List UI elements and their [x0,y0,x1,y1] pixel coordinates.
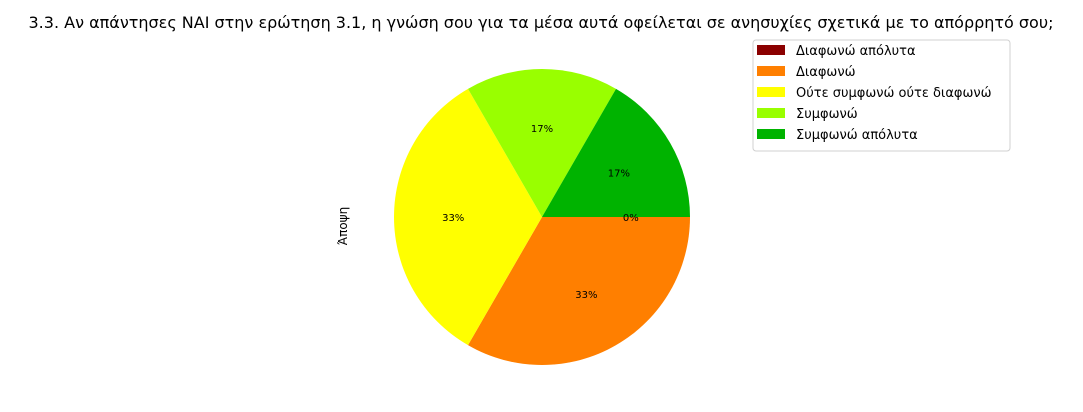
legend-label: Διαφωνώ απόλυτα [796,44,916,59]
pie-slice [542,88,690,217]
chart-title: 3.3. Αν απάντησες ΝΑΙ στην ερώτηση 3.1, … [29,13,1054,32]
legend-swatch [757,45,785,55]
percent-label: 33% [575,290,597,301]
percent-label: 0% [623,213,639,224]
pie-slice [468,217,690,365]
legend-swatch [757,87,785,97]
legend-swatch [757,108,785,118]
percent-label: 33% [442,213,464,224]
percent-labels: 0% 33% 33% 17% 17% [442,124,639,301]
legend-swatch [757,129,785,139]
pie-slices [394,68,690,365]
legend-frame [752,39,1011,152]
legend-swatch [757,66,785,76]
y-axis-label: Άποψη [336,207,350,245]
percent-label: 17% [608,169,630,180]
legend-label: Συμφωνώ [796,107,858,122]
legend-label: Συμφωνώ απόλυτα [796,128,918,143]
legend: Διαφωνώ απόλυτα Διαφωνώ Ούτε συμφωνώ ούτε … [752,39,1011,152]
pie-slice [468,68,616,217]
legend-label: Διαφωνώ [796,65,855,80]
legend-label: Ούτε συμφωνώ ούτε διαφωνώ [796,86,992,101]
percent-label: 17% [531,124,553,135]
